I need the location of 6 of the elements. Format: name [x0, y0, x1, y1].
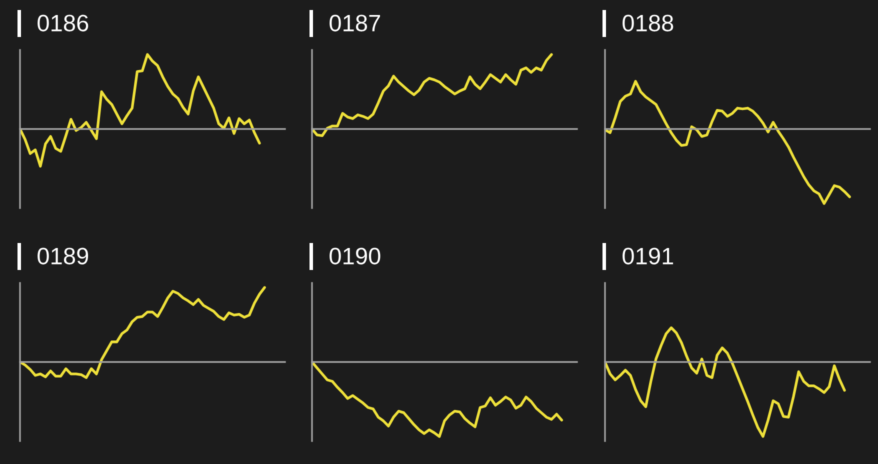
chart-title: 0190 [330, 248, 380, 264]
chart-title: 0186 [38, 14, 88, 32]
chart-title: 0187 [330, 14, 380, 32]
chart-title: 0189 [38, 248, 88, 264]
chart-title: 0191 [622, 248, 674, 264]
chart-title: 0188 [622, 14, 674, 32]
